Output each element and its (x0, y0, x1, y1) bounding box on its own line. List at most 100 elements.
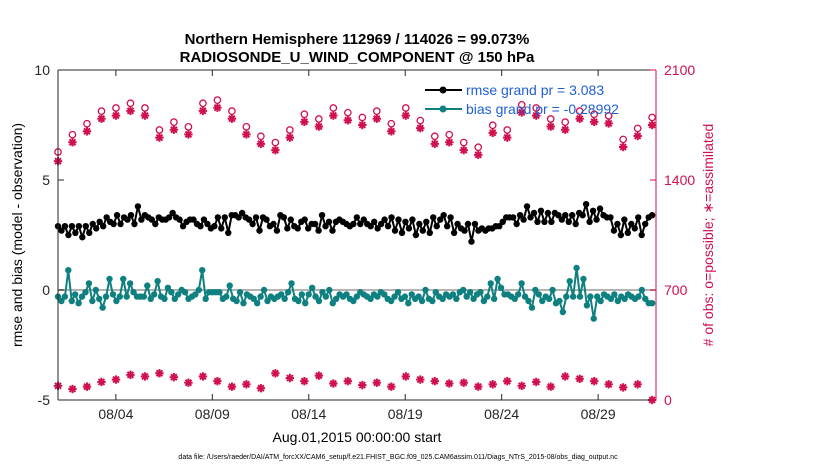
bias-series-point (367, 295, 374, 302)
bias-series-point (381, 291, 388, 298)
obs-possible-point (228, 107, 236, 115)
rmse-series-point (628, 220, 635, 228)
bias-series-point (429, 297, 436, 305)
obs-count-low-point (242, 380, 251, 389)
rmse-series-point (537, 207, 545, 214)
rmse-series-point (117, 220, 124, 228)
bias-series-point (240, 300, 247, 307)
bias-series-point (82, 289, 89, 296)
obs-possible-point (532, 104, 541, 112)
bias-series-point (418, 297, 426, 305)
rmse-series-point (134, 203, 142, 210)
legend-bias-label: bias grand pr = -0.28992 (466, 101, 619, 117)
obs-possible-point (372, 107, 381, 115)
rmse-series-point (509, 214, 517, 221)
bias-series-point (587, 293, 594, 300)
plot-area (58, 70, 656, 400)
bias-series-point (123, 293, 130, 300)
obs-assimilated-point (589, 117, 599, 127)
obs-possible-point (416, 116, 425, 125)
bias-series-point (590, 315, 597, 322)
obs-assimilated-point (445, 138, 454, 147)
obs-count-low-point (416, 375, 425, 384)
obs-assimilated-point (285, 133, 295, 142)
bias-series-point (463, 293, 470, 300)
y-axis-label-right: # of obs: o=possible; ∗=assimilated (700, 124, 716, 347)
rmse-series-point (249, 220, 256, 228)
obs-count-low-point (82, 382, 92, 391)
rmse-series-point (131, 220, 138, 228)
rmse-series-point (426, 229, 433, 236)
bias-series-point (65, 267, 72, 274)
obs-count-low-point (575, 374, 584, 383)
obs-count-low-point (184, 378, 193, 387)
bias-series-point (569, 293, 577, 300)
obs-possible-point (286, 126, 294, 134)
rmse-series-point (631, 225, 638, 232)
rmse-series-point (544, 209, 552, 217)
bias-series-point (226, 282, 233, 289)
bias-series-point (168, 289, 175, 296)
rmse-series-point (284, 225, 291, 232)
obs-possible-point (546, 115, 555, 123)
obs-count-low-point (488, 380, 497, 389)
obs-count-low-point (198, 372, 208, 381)
rmse-series-point (412, 231, 420, 239)
rmse-series-point (586, 218, 593, 225)
bias-series-point (85, 280, 93, 287)
obs-count-low-point (430, 376, 439, 386)
obs-assimilated-point (184, 130, 193, 139)
bias-series-point (394, 289, 402, 296)
obs-count-low-point (343, 376, 353, 386)
obs-possible-point (83, 119, 91, 128)
obs-assimilated-point (111, 111, 121, 120)
obs-assimilated-point (329, 111, 338, 120)
rmse-series-point (562, 212, 569, 219)
obs-possible-point (590, 110, 599, 119)
bias-series-point (92, 286, 99, 294)
rmse-series-point (499, 218, 506, 225)
rmse-series-point (569, 212, 576, 219)
bias-series-point (295, 297, 302, 305)
bias-series-point (250, 295, 257, 302)
obs-possible-point (619, 135, 628, 144)
rmse-series-point (534, 218, 541, 225)
obs-possible-point (387, 119, 396, 128)
bias-series-point (113, 297, 120, 305)
bias-series-point (343, 291, 350, 298)
bias-series-point (332, 295, 340, 302)
rmse-series-point (468, 238, 475, 245)
obs-count-low-point (560, 372, 570, 381)
bias-series-point (374, 293, 381, 300)
obs-count-low-point (111, 375, 121, 384)
obs-assimilated-point (256, 139, 266, 149)
rmse-series-point (169, 209, 176, 217)
bias-series-point (154, 278, 161, 285)
obs-count-low-point (285, 373, 295, 383)
rmse-series-point (200, 216, 208, 223)
bias-series-point (566, 278, 573, 285)
rmse-series-point (405, 225, 413, 232)
bias-series-point (284, 289, 292, 296)
obs-assimilated-point (82, 127, 92, 136)
obs-count-low-point (314, 371, 324, 380)
rmse-series-point (381, 216, 388, 223)
bias-series-point (150, 291, 158, 298)
bias-series-point (116, 293, 124, 300)
rmse-series-point (329, 227, 336, 234)
obs-possible-point (184, 123, 193, 131)
rmse-series-point (82, 223, 89, 230)
rmse-series-point (527, 214, 534, 221)
rmse-series-point (99, 223, 107, 230)
obs-count-low-point (126, 370, 135, 380)
obs-possible-point (561, 118, 570, 126)
x-tick-label: 08/19 (388, 406, 423, 422)
rmse-series-point (179, 223, 187, 230)
obs-assimilated-point (532, 111, 541, 120)
rmse-series-point (614, 220, 621, 228)
obs-count-low-point (155, 369, 164, 378)
obs-possible-point (68, 130, 77, 139)
bias-series-point (140, 293, 148, 300)
rmse-series-point (89, 220, 96, 228)
bias-series-point (559, 308, 567, 316)
